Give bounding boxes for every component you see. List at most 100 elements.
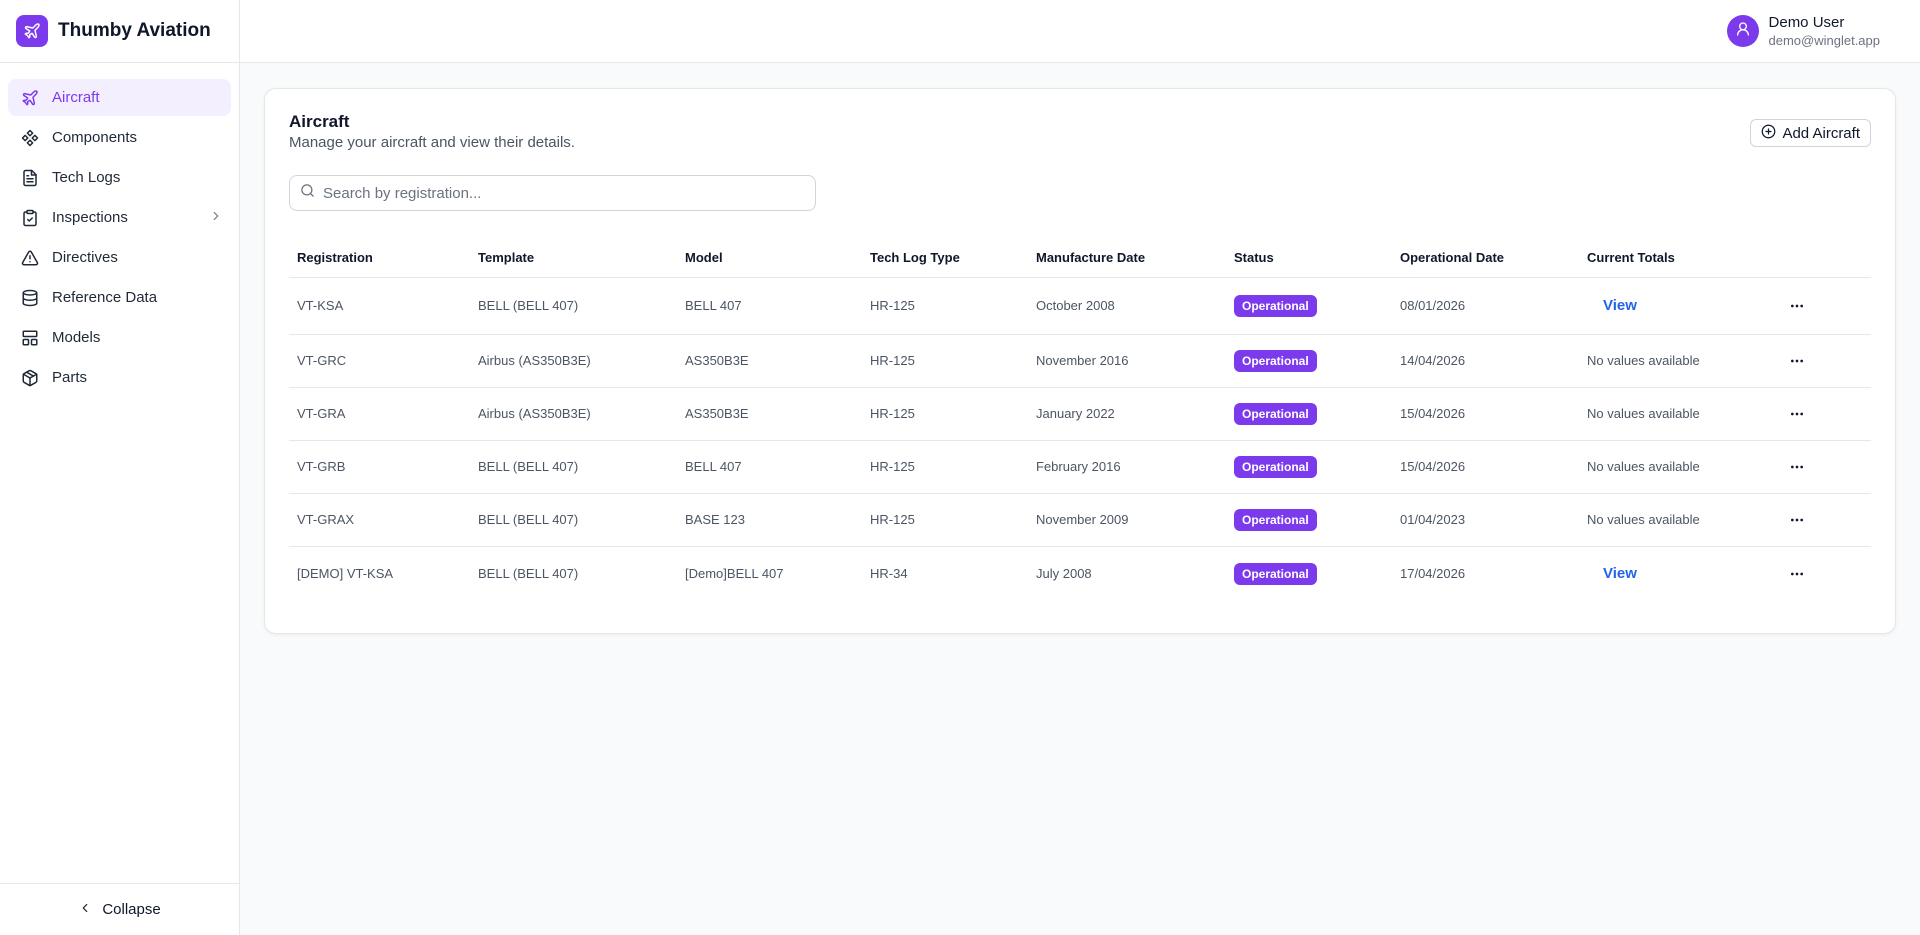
cell-actions bbox=[1777, 277, 1871, 335]
sidebar-item-label: Aircraft bbox=[52, 89, 100, 106]
brand-name: Thumby Aviation bbox=[58, 20, 211, 41]
cell-status: Operational bbox=[1226, 440, 1392, 494]
sidebar-item-label: Directives bbox=[52, 249, 118, 266]
cell-operational-date: 01/04/2023 bbox=[1392, 493, 1579, 547]
brand[interactable]: Thumby Aviation bbox=[0, 0, 239, 63]
cell-template: BELL (BELL 407) bbox=[470, 277, 677, 335]
sidebar: Thumby Aviation Aircraft Components Tech… bbox=[0, 0, 240, 935]
cell-status: Operational bbox=[1226, 546, 1392, 601]
cell-manufacture-date: October 2008 bbox=[1028, 277, 1226, 335]
cell-template: BELL (BELL 407) bbox=[478, 566, 579, 582]
sidebar-item-models[interactable]: Models bbox=[8, 319, 231, 356]
cell-tech-log-type: HR-125 bbox=[862, 440, 1028, 494]
collapse-button[interactable]: Collapse bbox=[0, 883, 239, 935]
table-row[interactable]: VT-GRA Airbus (AS350B3E) AS350B3E HR-125… bbox=[289, 387, 1871, 441]
collapse-label: Collapse bbox=[102, 901, 161, 918]
column-header-status[interactable]: Status bbox=[1226, 239, 1392, 278]
table-row[interactable]: VT-GRAX BELL (BELL 407) BASE 123 HR-125 … bbox=[289, 493, 1871, 547]
cell-tech-log-type: HR-125 bbox=[862, 493, 1028, 547]
sidebar-item-components[interactable]: Components bbox=[8, 119, 231, 156]
view-totals-link[interactable]: View bbox=[1603, 565, 1637, 583]
status-badge: Operational bbox=[1234, 349, 1317, 372]
sidebar-item-label: Inspections bbox=[52, 209, 128, 226]
aircraft-card: Aircraft Manage your aircraft and view t… bbox=[264, 88, 1896, 634]
cell-manufacture-date: November 2009 bbox=[1028, 493, 1226, 547]
cell-model: AS350B3E bbox=[677, 387, 862, 441]
cell-tech-log-type: HR-125 bbox=[862, 387, 1028, 441]
sidebar-item-label: Tech Logs bbox=[52, 169, 121, 186]
avatar bbox=[1726, 15, 1759, 47]
more-horizontal-icon[interactable] bbox=[1785, 402, 1809, 426]
cell-actions bbox=[1777, 440, 1871, 494]
user-menu[interactable]: Demo User demo@winglet.app bbox=[1726, 14, 1880, 48]
column-header-template[interactable]: Template bbox=[470, 239, 677, 278]
column-header-tech-log-type[interactable]: Tech Log Type bbox=[862, 239, 1028, 278]
cell-operational-date: 17/04/2026 bbox=[1400, 566, 1466, 582]
plane-icon bbox=[20, 88, 40, 108]
sidebar-item-label: Parts bbox=[52, 369, 88, 386]
sidebar-item-inspections[interactable]: Inspections bbox=[8, 199, 231, 236]
card-heading: Aircraft Manage your aircraft and view t… bbox=[289, 112, 575, 151]
sidebar-item-directives[interactable]: Directives bbox=[8, 239, 231, 276]
cell-actions bbox=[1777, 546, 1871, 601]
more-horizontal-icon[interactable] bbox=[1785, 294, 1809, 318]
cell-registration: VT-GRA bbox=[289, 387, 470, 441]
column-header-actions bbox=[1777, 239, 1871, 278]
cell-operational-date: 15/04/2026 bbox=[1392, 387, 1579, 441]
page-subtitle: Manage your aircraft and view their deta… bbox=[289, 134, 575, 151]
cell-tech-log-type: HR-34 bbox=[870, 566, 908, 582]
more-horizontal-icon[interactable] bbox=[1785, 562, 1809, 586]
sidebar-item-tech-logs[interactable]: Tech Logs bbox=[8, 159, 231, 196]
status-badge: Operational bbox=[1234, 294, 1317, 317]
table-row[interactable]: VT-GRB BELL (BELL 407) BELL 407 HR-125 F… bbox=[289, 440, 1871, 494]
table-row[interactable]: VT-GRC Airbus (AS350B3E) AS350B3E HR-125… bbox=[289, 334, 1871, 388]
cell-manufacture-date: November 2016 bbox=[1028, 334, 1226, 388]
cell-current-totals: No values available bbox=[1579, 334, 1777, 388]
database-icon bbox=[20, 288, 40, 308]
cell-template: Airbus (AS350B3E) bbox=[470, 334, 677, 388]
cell-registration: VT-GRC bbox=[289, 334, 470, 388]
cell-tech-log-type: HR-125 bbox=[862, 277, 1028, 335]
cell-manufacture-date: February 2016 bbox=[1028, 440, 1226, 494]
column-header-operational-date[interactable]: Operational Date bbox=[1392, 239, 1579, 278]
file-text-icon bbox=[20, 168, 40, 188]
sidebar-item-aircraft[interactable]: Aircraft bbox=[8, 79, 231, 116]
chevron-right-icon[interactable] bbox=[209, 209, 223, 227]
sidebar-item-reference-data[interactable]: Reference Data bbox=[8, 279, 231, 316]
cell-status: Operational bbox=[1226, 493, 1392, 547]
column-header-registration[interactable]: Registration bbox=[289, 239, 470, 278]
more-horizontal-icon[interactable] bbox=[1785, 508, 1809, 532]
topbar: Demo User demo@winglet.app bbox=[240, 0, 1920, 63]
main: Demo User demo@winglet.app Aircraft Mana… bbox=[240, 0, 1920, 935]
sidebar-item-label: Reference Data bbox=[52, 289, 158, 306]
cell-actions bbox=[1777, 334, 1871, 388]
table-row[interactable]: VT-KSA BELL (BELL 407) BELL 407 HR-125 O… bbox=[289, 277, 1871, 335]
user-info: Demo User demo@winglet.app bbox=[1769, 14, 1880, 48]
status-badge: Operational bbox=[1234, 562, 1317, 585]
more-horizontal-icon[interactable] bbox=[1785, 455, 1809, 479]
column-header-manufacture-date[interactable]: Manufacture Date bbox=[1028, 239, 1226, 278]
sidebar-item-parts[interactable]: Parts bbox=[8, 359, 231, 396]
alert-triangle-icon bbox=[20, 248, 40, 268]
cell-model: BELL 407 bbox=[677, 277, 862, 335]
plane-icon bbox=[16, 15, 48, 47]
cell-actions bbox=[1777, 493, 1871, 547]
column-header-model[interactable]: Model bbox=[677, 239, 862, 278]
search-input[interactable] bbox=[323, 184, 805, 202]
add-aircraft-button[interactable]: Add Aircraft bbox=[1750, 119, 1871, 147]
search-icon bbox=[300, 183, 315, 203]
cell-current-totals: View bbox=[1579, 277, 1777, 335]
column-header-current-totals[interactable]: Current Totals bbox=[1579, 239, 1777, 278]
status-badge: Operational bbox=[1234, 455, 1317, 478]
sidebar-nav: Aircraft Components Tech Logs Inspection… bbox=[0, 63, 239, 883]
layout-grid-icon bbox=[20, 328, 40, 348]
cell-status: Operational bbox=[1226, 387, 1392, 441]
sidebar-item-label: Components bbox=[52, 129, 138, 146]
status-badge: Operational bbox=[1234, 402, 1317, 425]
table-header-row: Registration Template Model Tech Log Typ… bbox=[289, 239, 1871, 278]
more-horizontal-icon[interactable] bbox=[1785, 349, 1809, 373]
view-totals-link[interactable]: View bbox=[1603, 297, 1637, 314]
content: Aircraft Manage your aircraft and view t… bbox=[240, 63, 1920, 659]
table-row[interactable]: [DEMO] VT-KSA BELL (BELL 407) [Demo]BELL… bbox=[289, 546, 1871, 601]
